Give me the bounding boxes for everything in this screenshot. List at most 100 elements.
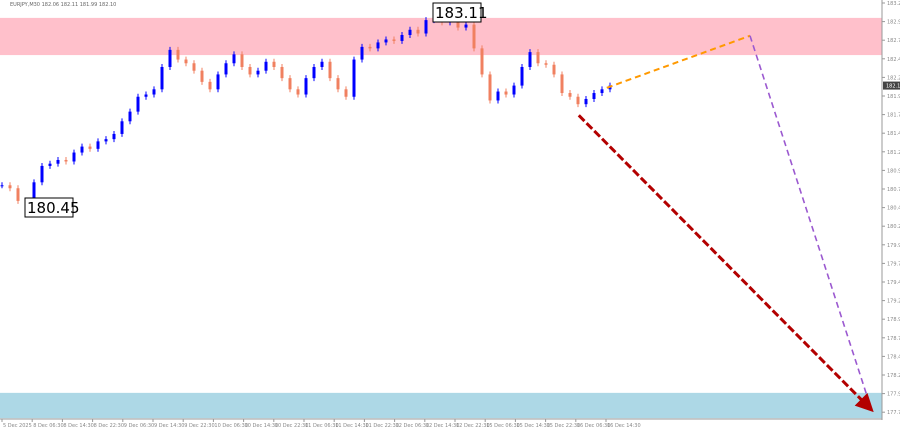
y-tick-label: 180.46	[887, 206, 900, 212]
candle-body	[464, 24, 468, 28]
price-label-box	[24, 197, 74, 218]
candle-body	[528, 52, 532, 67]
y-tick-label: 179.71	[887, 261, 900, 267]
candle-body	[240, 54, 244, 67]
candle-body	[144, 94, 148, 97]
candle-body	[472, 24, 476, 49]
candle-body	[88, 146, 92, 149]
candle-body	[512, 85, 516, 95]
candle-body	[560, 74, 564, 94]
y-tick-label: 178.96	[887, 317, 900, 323]
candle-body	[352, 59, 356, 97]
candle-body	[248, 66, 252, 75]
candle-body	[344, 89, 348, 97]
x-tick-label: 11 Dec 06:30	[305, 423, 339, 429]
candle-body	[336, 78, 340, 90]
x-tick-label: 11 Dec 14:30	[335, 423, 369, 429]
candle-body	[104, 139, 108, 142]
candle-body	[416, 29, 420, 34]
candle-body	[208, 81, 212, 90]
y-tick-label: 181.96	[887, 94, 900, 100]
candle-body	[400, 34, 404, 41]
candle-body	[488, 74, 492, 101]
x-tick-label: 8 Dec 14:30	[63, 423, 93, 429]
y-tick-label: 181.21	[887, 150, 900, 156]
candle-body	[56, 159, 60, 164]
y-tick-label: 182.96	[887, 20, 900, 26]
candle-body	[232, 54, 236, 64]
y-tick-label: 180.71	[887, 187, 900, 193]
candle-body	[40, 165, 44, 183]
price-label: 180.45	[27, 199, 80, 217]
candle-body	[264, 61, 268, 71]
price-label: 183.11	[435, 4, 488, 22]
y-tick-label: 177.71	[887, 410, 900, 416]
candle-body	[584, 98, 588, 105]
y-tick-label: 181.46	[887, 131, 900, 137]
candle-body	[32, 182, 36, 205]
candle-body	[152, 89, 156, 95]
candle-body	[544, 63, 548, 65]
red-arrow-forecast-line	[577, 114, 874, 413]
candle-body	[600, 89, 604, 94]
candle-body	[424, 20, 428, 34]
y-tick-label: 180.96	[887, 168, 900, 174]
candle-body	[272, 61, 276, 67]
candle-body	[304, 78, 308, 95]
x-tick-label: 16 Dec 14:30	[607, 423, 641, 429]
x-tick-label: 16 Dec 06:30	[577, 423, 611, 429]
candle-body	[16, 188, 20, 201]
x-tick-label: 10 Dec 06:30	[214, 423, 248, 429]
candle-body	[384, 39, 388, 43]
candle-body	[408, 29, 412, 35]
x-tick-label: 8 Dec 06:30	[33, 423, 63, 429]
candle-body	[80, 146, 84, 153]
candle-body	[224, 63, 228, 75]
y-tick-label: 183.21	[887, 1, 900, 7]
candle-body	[72, 152, 76, 162]
x-tick-label: 9 Dec 06:30	[124, 423, 154, 429]
purple-forecast-line	[749, 35, 873, 411]
candle-body	[160, 66, 164, 90]
x-tick-label: 11 Dec 22:30	[365, 423, 399, 429]
y-tick-label: 179.21	[887, 299, 900, 305]
candle-body	[568, 93, 572, 97]
candle-body	[520, 66, 524, 86]
x-tick-label: 12 Dec 14:30	[426, 423, 460, 429]
candle-body	[592, 93, 596, 99]
resistance-zone	[0, 17, 882, 56]
candle-body	[256, 70, 260, 75]
candle-body	[328, 61, 332, 79]
y-tick-label: 177.96	[887, 392, 900, 398]
x-tick-label: 12 Dec 06:30	[396, 423, 430, 429]
candle-body	[128, 111, 132, 122]
y-tick-label: 182.71	[887, 38, 900, 44]
candle-body	[0, 185, 4, 187]
candle-body	[112, 133, 116, 140]
x-tick-label: 8 Dec 22:30	[94, 423, 124, 429]
chart-title: EURJPY,M30 182.06 182.11 181.99 182.10	[10, 2, 116, 8]
candle-body	[8, 185, 12, 189]
candle-body	[120, 121, 124, 134]
x-tick-label: 9 Dec 14:30	[154, 423, 184, 429]
price-label-box	[432, 2, 482, 23]
x-tick-label: 15 Dec 22:30	[547, 423, 581, 429]
x-tick-label: 15 Dec 14:30	[516, 423, 550, 429]
x-tick-label: 10 Dec 22:30	[275, 423, 309, 429]
candle-body	[280, 66, 284, 79]
candle-body	[536, 52, 540, 64]
y-tick-label: 179.96	[887, 243, 900, 249]
candle-body	[184, 59, 188, 64]
candle-body	[392, 39, 396, 41]
candle-body	[168, 49, 172, 67]
y-tick-label: 181.71	[887, 113, 900, 119]
candle-body	[480, 48, 484, 75]
candle-body	[320, 61, 324, 67]
candle-body	[376, 42, 380, 49]
candle-body	[576, 96, 580, 105]
y-tick-label: 182.46	[887, 57, 900, 63]
x-tick-label: 12 Dec 22:30	[456, 423, 490, 429]
candle-body	[456, 20, 460, 28]
